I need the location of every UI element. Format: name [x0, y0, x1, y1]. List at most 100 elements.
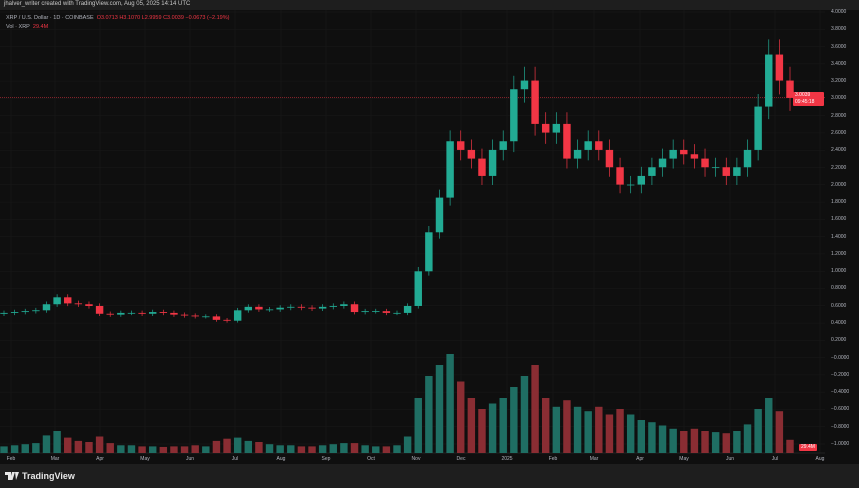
candle [393, 312, 401, 314]
credit-text: jhalver_writer created with TradingView.… [4, 1, 191, 7]
open-value: O3.0713 [96, 15, 118, 21]
tradingview-logo[interactable]: TradingView [5, 471, 75, 481]
y-tick-label: 2.2000 [831, 164, 847, 171]
candle [563, 123, 571, 159]
candle [180, 314, 189, 316]
volume-bar [276, 445, 284, 453]
y-tick-label: 3.8000 [831, 26, 847, 33]
x-tick-label: Apr [96, 456, 104, 462]
x-tick-label: Feb [6, 456, 16, 462]
tradingview-logo-icon [5, 472, 19, 480]
candle [425, 232, 433, 272]
volume-bar [616, 409, 624, 453]
volume-bar [382, 446, 391, 453]
volume-bar [340, 443, 348, 453]
close-value: C3.0039 [163, 15, 184, 21]
x-tick-label: Jun [725, 456, 735, 462]
candle [318, 306, 327, 309]
candle [212, 316, 221, 320]
volume-bar [595, 406, 603, 453]
x-tick-label: May [140, 456, 150, 462]
volume-bar [32, 443, 40, 453]
volume-bar [202, 446, 210, 453]
candle [605, 149, 614, 168]
candle [287, 306, 295, 308]
chart-legend: XRP / U.S. Dollar · 1D · COINBASE O3.071… [6, 14, 229, 32]
volume-bar [510, 387, 518, 453]
volume-bar [350, 443, 359, 453]
volume-bar [754, 409, 762, 453]
x-tick-label: Apr [636, 456, 644, 462]
volume-bar [733, 431, 741, 453]
y-tick-label: 0.4000 [831, 320, 847, 327]
chart-plot-area[interactable] [0, 10, 825, 453]
volume-bar [223, 438, 231, 453]
volume-bar [786, 439, 794, 453]
volume-bar [138, 446, 146, 453]
last-price: 3.0039 [795, 92, 811, 98]
candle [361, 311, 369, 313]
volume-label[interactable]: Vol · XRP [6, 24, 30, 30]
candle [637, 175, 646, 185]
volume-bar [403, 436, 412, 453]
volume-bar [212, 440, 221, 453]
candle [435, 197, 444, 233]
candle [541, 123, 550, 133]
volume-bar [563, 400, 571, 453]
volume-value: 29.4M [32, 24, 49, 30]
candle [340, 304, 348, 306]
candlestick-chart[interactable] [0, 0, 825, 464]
volume-bar [191, 445, 199, 453]
candle [680, 149, 688, 155]
volume-bar [765, 398, 773, 453]
y-tick-label: −0.4000 [831, 389, 850, 396]
volume-bar [626, 414, 635, 453]
volume-bar [148, 446, 157, 453]
volume-bar [520, 376, 529, 453]
y-tick-label: −0.6000 [831, 406, 850, 413]
volume-bar [244, 440, 253, 453]
candle [223, 319, 231, 321]
candle [584, 141, 592, 150]
y-tick-label: 2.0000 [831, 181, 847, 188]
candle [616, 167, 624, 185]
volume-bar [372, 446, 380, 453]
price-axis[interactable] [825, 10, 859, 463]
volume-bar [64, 437, 72, 453]
candle [520, 80, 529, 90]
volume-bar [308, 446, 316, 453]
candle [308, 307, 316, 309]
volume-bar [170, 446, 178, 453]
candle [276, 307, 284, 310]
volume-bar [106, 443, 114, 453]
candle [754, 106, 762, 150]
volume-bar [701, 431, 709, 453]
candle [191, 315, 199, 317]
y-tick-label: 2.6000 [831, 129, 847, 136]
volume-bar [180, 446, 189, 453]
volume-bar [117, 445, 125, 453]
volume-bar [743, 424, 752, 453]
x-tick-label: Aug [276, 456, 286, 462]
volume-bar [488, 403, 497, 453]
candle [573, 149, 582, 159]
y-tick-label: 1.0000 [831, 268, 847, 275]
footer-bar [0, 464, 859, 488]
candle [95, 305, 104, 314]
volume-bar [531, 365, 539, 453]
candle [10, 312, 19, 313]
candle [255, 306, 263, 310]
y-tick-label: −0.8000 [831, 423, 850, 430]
volume-bar [85, 442, 93, 453]
volume-bar [775, 411, 784, 453]
symbol-label[interactable]: XRP / U.S. Dollar · 1D · COINBASE [6, 15, 94, 21]
volume-bar [457, 381, 465, 453]
x-tick-label: Aug [815, 456, 825, 462]
x-tick-label: May [679, 456, 689, 462]
volume-bar [297, 446, 306, 453]
candle [265, 309, 274, 311]
volume-bar [287, 445, 295, 453]
volume-bar [690, 428, 699, 453]
volume-bar [233, 437, 242, 453]
candle [499, 141, 507, 150]
